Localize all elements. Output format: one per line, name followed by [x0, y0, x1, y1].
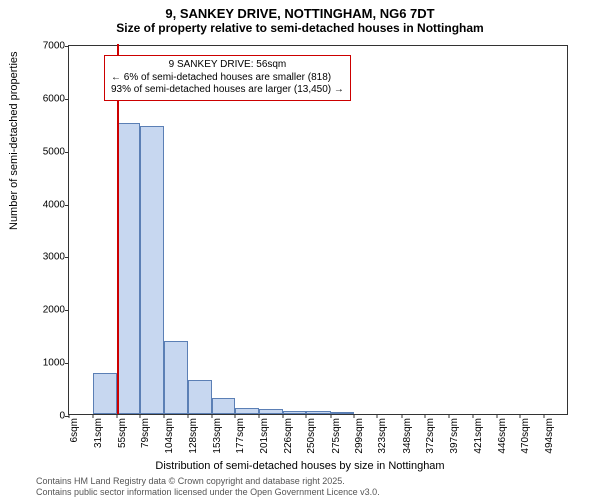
y-tick-mark: [65, 46, 69, 47]
x-tick-label: 250sqm: [306, 418, 317, 454]
y-tick-mark: [65, 257, 69, 258]
annotation-line: ← 6% of semi-detached houses are smaller…: [111, 72, 344, 85]
histogram-bar: [212, 398, 235, 414]
x-tick-label: 6sqm: [69, 418, 80, 442]
y-tick-label: 2000: [43, 305, 65, 316]
x-tick-label: 323sqm: [377, 418, 388, 454]
y-axis-label: Number of semi-detached properties: [8, 51, 20, 230]
title-main: 9, SANKEY DRIVE, NOTTINGHAM, NG6 7DT: [0, 6, 600, 21]
x-tick-label: 470sqm: [520, 418, 531, 454]
x-tick-label: 79sqm: [140, 418, 151, 448]
histogram-bar: [164, 341, 187, 414]
x-tick-label: 177sqm: [235, 418, 246, 454]
histogram-bar: [331, 412, 354, 414]
y-tick-mark: [65, 99, 69, 100]
x-tick-label: 201sqm: [259, 418, 270, 454]
x-tick-label: 494sqm: [544, 418, 555, 454]
title-sub: Size of property relative to semi-detach…: [0, 21, 600, 35]
y-tick-label: 6000: [43, 93, 65, 104]
x-tick-label: 153sqm: [212, 418, 223, 454]
x-tick-label: 55sqm: [117, 418, 128, 448]
x-tick-label: 31sqm: [93, 418, 104, 448]
credit-line-1: Contains HM Land Registry data © Crown c…: [36, 476, 380, 487]
credits: Contains HM Land Registry data © Crown c…: [36, 476, 380, 498]
x-axis-label: Distribution of semi-detached houses by …: [0, 460, 600, 472]
histogram-bar: [283, 411, 306, 414]
histogram-bar: [259, 409, 283, 414]
x-tick-label: 128sqm: [188, 418, 199, 454]
x-tick-label: 275sqm: [331, 418, 342, 454]
annotation-line: 9 SANKEY DRIVE: 56sqm: [111, 59, 344, 72]
x-tick-label: 372sqm: [425, 418, 436, 454]
y-tick-label: 1000: [43, 358, 65, 369]
histogram-chart: 010002000300040005000600070006sqm31sqm55…: [68, 45, 568, 415]
histogram-bar: [93, 373, 116, 414]
histogram-bar: [188, 380, 212, 414]
x-tick-label: 397sqm: [449, 418, 460, 454]
y-tick-mark: [65, 152, 69, 153]
y-tick-mark: [65, 205, 69, 206]
credit-line-2: Contains public sector information licen…: [36, 487, 380, 498]
x-tick-label: 226sqm: [283, 418, 294, 454]
histogram-bar: [235, 408, 258, 414]
title-block: 9, SANKEY DRIVE, NOTTINGHAM, NG6 7DT Siz…: [0, 0, 600, 35]
y-tick-label: 3000: [43, 252, 65, 263]
x-tick-label: 104sqm: [164, 418, 175, 454]
annotation-box: 9 SANKEY DRIVE: 56sqm← 6% of semi-detach…: [104, 55, 351, 101]
x-tick-label: 299sqm: [354, 418, 365, 454]
histogram-bar: [306, 411, 330, 414]
histogram-bar: [140, 126, 164, 414]
y-tick-label: 7000: [43, 41, 65, 52]
y-tick-label: 5000: [43, 146, 65, 157]
x-tick-label: 421sqm: [473, 418, 484, 454]
annotation-line: 93% of semi-detached houses are larger (…: [111, 84, 344, 97]
y-tick-label: 4000: [43, 199, 65, 210]
y-tick-mark: [65, 363, 69, 364]
x-tick-label: 446sqm: [497, 418, 508, 454]
x-tick-label: 348sqm: [402, 418, 413, 454]
y-tick-mark: [65, 310, 69, 311]
histogram-bar: [117, 123, 140, 414]
